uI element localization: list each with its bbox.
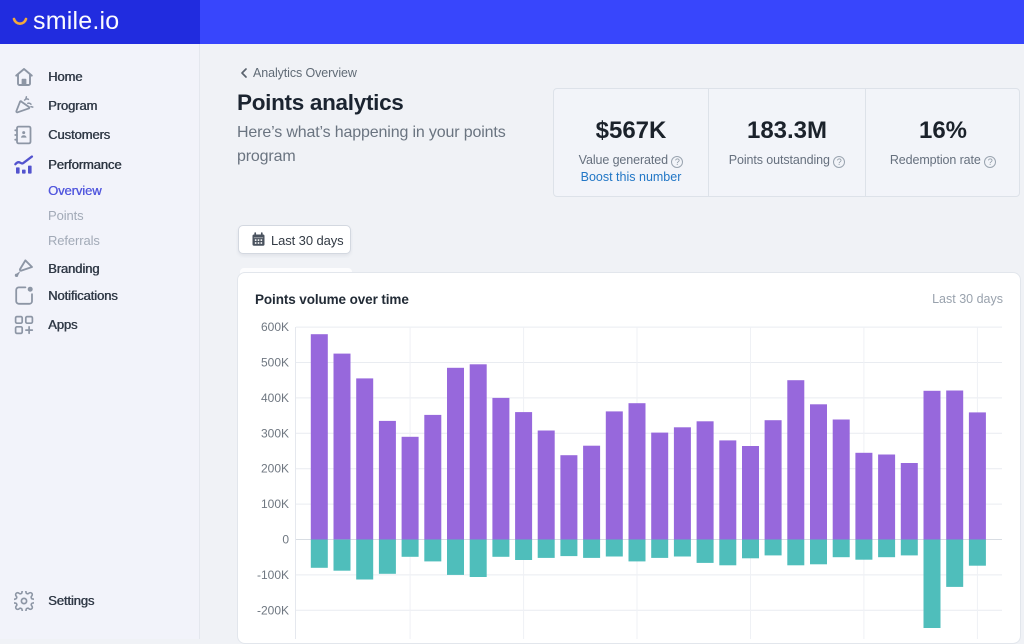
svg-text:100K: 100K [261, 497, 289, 511]
svg-text:300K: 300K [261, 426, 289, 440]
svg-text:-200K: -200K [257, 603, 289, 617]
svg-text:-100K: -100K [257, 568, 289, 582]
svg-text:400K: 400K [261, 391, 289, 405]
svg-text:600K: 600K [261, 320, 289, 334]
svg-text:0: 0 [282, 533, 289, 547]
svg-text:200K: 200K [261, 462, 289, 476]
svg-text:500K: 500K [261, 356, 289, 370]
